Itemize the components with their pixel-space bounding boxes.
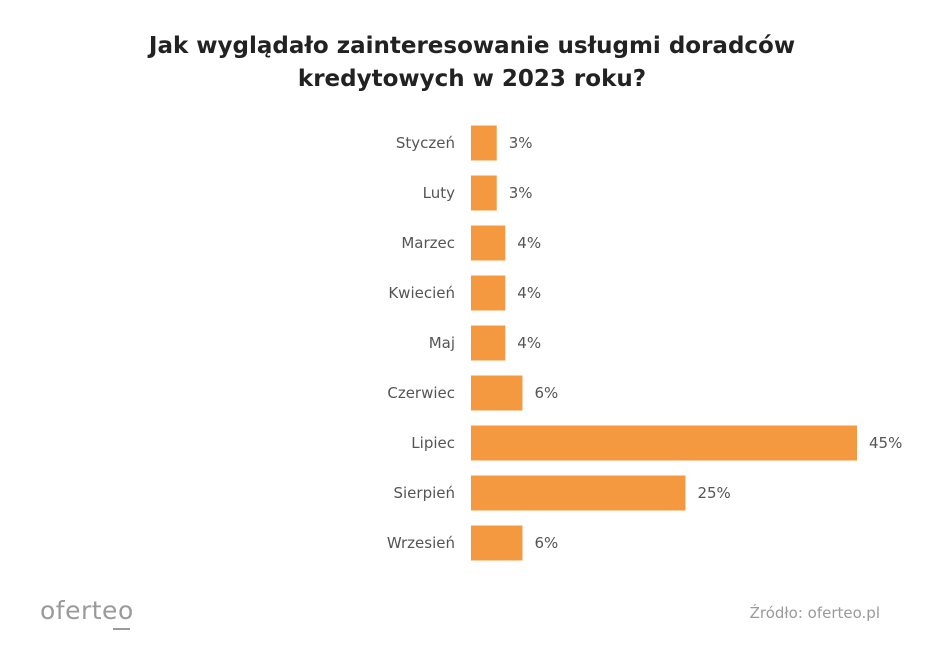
value-label-0: 3% bbox=[509, 134, 533, 152]
category-label-3: Kwiecień bbox=[388, 284, 455, 302]
value-label-1: 3% bbox=[509, 184, 533, 202]
bar-2 bbox=[471, 225, 506, 261]
category-label-2: Marzec bbox=[401, 234, 455, 252]
value-label-2: 4% bbox=[517, 234, 541, 252]
chart-title: Jak wyglądało zainteresowanie usługmi do… bbox=[0, 30, 944, 96]
chart-title-line-1: Jak wyglądało zainteresowanie usługmi do… bbox=[148, 33, 796, 59]
source-note: Źródło: oferteo.pl bbox=[749, 604, 880, 622]
category-label-4: Maj bbox=[429, 334, 455, 352]
bar-6 bbox=[471, 425, 857, 461]
bar-8 bbox=[471, 525, 523, 561]
value-label-6: 45% bbox=[869, 434, 902, 452]
logo-underline-mark bbox=[113, 628, 130, 630]
chart-title-line-2: kredytowych w 2023 roku? bbox=[297, 66, 647, 92]
category-label-0: Styczeń bbox=[396, 134, 455, 152]
category-label-8: Wrzesień bbox=[387, 534, 455, 552]
bar-7 bbox=[471, 475, 686, 511]
value-label-7: 25% bbox=[697, 484, 730, 502]
bar-3 bbox=[471, 275, 506, 311]
bar-1 bbox=[471, 175, 497, 211]
category-label-6: Lipiec bbox=[411, 434, 455, 452]
oferteo-logo: oferteo bbox=[40, 596, 134, 625]
category-label-1: Luty bbox=[423, 184, 455, 202]
value-label-3: 4% bbox=[517, 284, 541, 302]
value-label-5: 6% bbox=[534, 384, 558, 402]
value-label-4: 4% bbox=[517, 334, 541, 352]
bar-4 bbox=[471, 325, 506, 361]
bar-5 bbox=[471, 375, 523, 411]
bar-0 bbox=[471, 125, 497, 161]
category-label-7: Sierpień bbox=[393, 484, 455, 502]
value-label-8: 6% bbox=[534, 534, 558, 552]
category-label-5: Czerwiec bbox=[387, 384, 455, 402]
